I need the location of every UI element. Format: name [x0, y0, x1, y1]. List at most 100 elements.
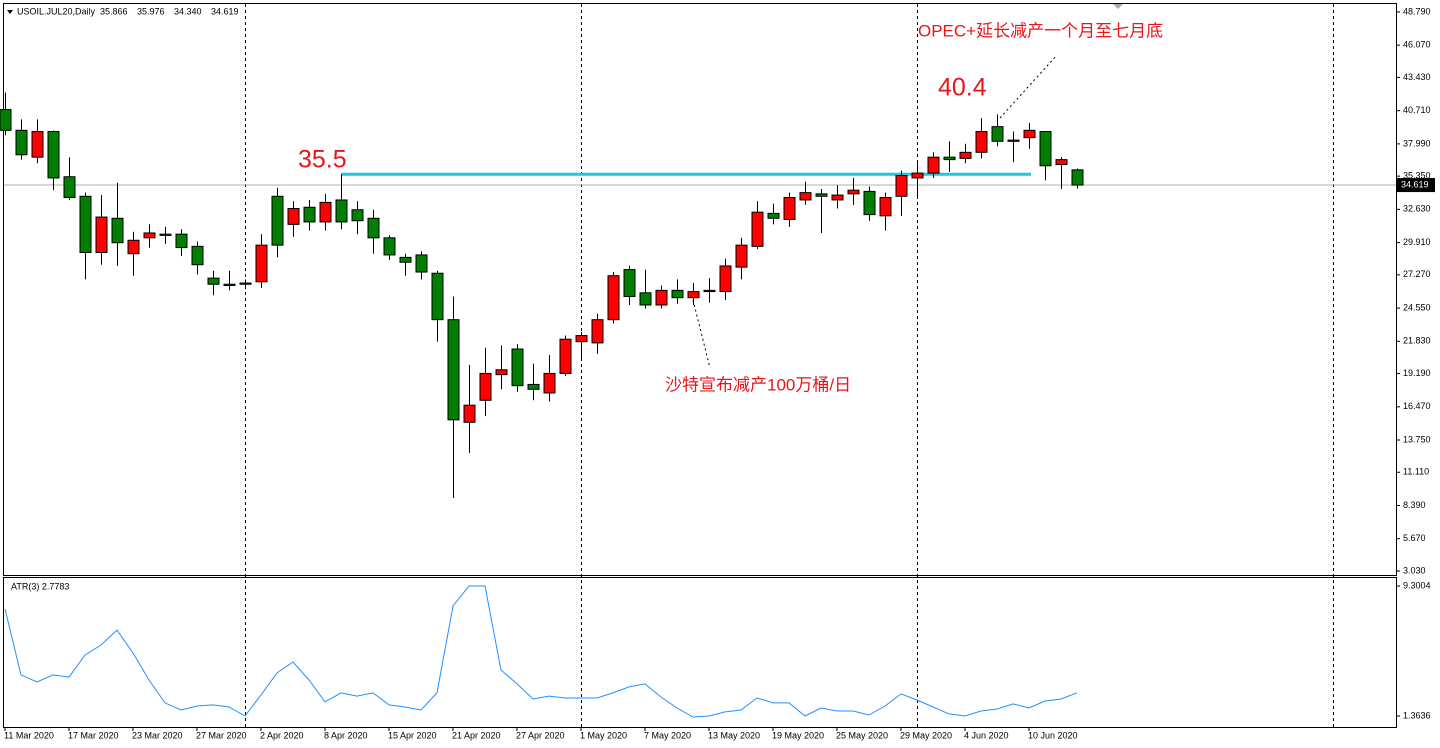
candle-body: [1071, 169, 1084, 186]
ohlc-label: 34.619: [211, 6, 239, 16]
x-tick-label: 11 Mar 2020: [4, 730, 54, 740]
candle-body: [159, 233, 172, 236]
y-tick-label: 13.750: [1403, 434, 1431, 444]
candle-body: [303, 206, 316, 223]
y-tick-label: 48.790: [1403, 6, 1431, 16]
candle-body: [735, 244, 748, 268]
x-tick-label: 27 Apr 2020: [516, 730, 565, 740]
candle-body: [351, 209, 364, 222]
candle-body: [15, 129, 28, 156]
candle-body: [591, 319, 604, 344]
candle-body: [639, 292, 652, 306]
candle-body: [127, 239, 140, 255]
candle-body: [319, 201, 332, 223]
x-tick-label: 25 May 2020: [836, 730, 888, 740]
y-tick-label: 11.110: [1403, 467, 1429, 477]
x-tick-label: 10 Jun 2020: [1028, 730, 1078, 740]
y-tick-label: 19.190: [1403, 368, 1431, 378]
annotation: 40.4: [938, 74, 987, 102]
candle-body: [95, 216, 108, 253]
atr-title: ATR(3) 2.7783: [11, 581, 69, 591]
shift-marker: [1113, 4, 1123, 9]
x-tick-label: 4 Jun 2020: [964, 730, 1009, 740]
candle-body: [383, 237, 396, 256]
candle-body: [687, 291, 700, 299]
candle-body: [607, 275, 620, 321]
y-tick-label: 35.350: [1403, 171, 1431, 181]
y-tick-label: 3.030: [1403, 565, 1426, 575]
atr-line: [4, 585, 1078, 718]
candle-body: [991, 126, 1004, 142]
x-tick-label: 19 May 2020: [772, 730, 824, 740]
x-tick-label: 13 May 2020: [708, 730, 760, 740]
candle-body: [479, 372, 492, 401]
candle-body: [719, 265, 732, 293]
x-tick-label: 23 Mar 2020: [132, 730, 183, 740]
candle-body: [575, 335, 588, 343]
candle-body: [927, 156, 940, 174]
candle-body: [79, 195, 92, 253]
level-label: 35.5: [298, 146, 347, 174]
candle-body: [223, 283, 236, 286]
candle-body: [783, 197, 796, 220]
candle-body: [495, 369, 508, 376]
candle-body: [831, 194, 844, 201]
candle-body: [671, 289, 684, 299]
candle-body: [559, 338, 572, 374]
x-tick-label: 8 Apr 2020: [324, 730, 368, 740]
main-frame: [3, 3, 1397, 576]
candle-body: [239, 282, 252, 285]
candle-body: [0, 109, 12, 131]
candle-body: [335, 199, 348, 223]
candle-body: [111, 217, 124, 244]
y-tick-label: 43.430: [1403, 72, 1431, 82]
candle-body: [895, 175, 908, 197]
price-box: [1397, 178, 1435, 193]
x-tick-label: 1 May 2020: [580, 730, 627, 740]
candle-body: [703, 289, 716, 293]
annotation-leader: [692, 299, 711, 369]
annotation: 沙特宣布减产100万桶/日: [665, 375, 851, 394]
candle-body: [47, 131, 60, 179]
ohlc-label: 34.340: [174, 6, 202, 16]
candle-body: [1039, 131, 1052, 167]
menu-arrow[interactable]: [7, 10, 13, 14]
x-tick-label: 17 Mar 2020: [68, 730, 119, 740]
candle-body: [767, 212, 780, 219]
candle-body: [207, 277, 220, 285]
ohlc-label: 35.976: [137, 6, 165, 16]
candle-body: [287, 208, 300, 225]
candle-body: [399, 256, 412, 263]
annotation: OPEC+延长减产一个月至七月底: [918, 21, 1163, 40]
candle-body: [415, 254, 428, 273]
candle-body: [863, 190, 876, 216]
candle-body: [911, 172, 924, 179]
separators: [245, 4, 1334, 727]
candle-body: [527, 383, 540, 390]
candle-body: [879, 197, 892, 217]
y-tick-label: 37.990: [1403, 138, 1431, 148]
candle-body: [271, 195, 284, 246]
y-tick-label: 21.830: [1403, 336, 1431, 346]
y-tick-label: 40.710: [1403, 105, 1431, 115]
y-tick-label: 1.3636: [1403, 710, 1431, 720]
x-tick-label: 29 May 2020: [900, 730, 952, 740]
candle-body: [1007, 139, 1020, 142]
candle-body: [367, 217, 380, 239]
y-tick-label: 5.670: [1403, 533, 1426, 543]
candle-body: [431, 272, 444, 321]
y-tick-label: 27.270: [1403, 269, 1431, 279]
y-tick-label: 9.3004: [1403, 580, 1431, 590]
candle-body: [623, 269, 636, 297]
candle-body: [31, 131, 44, 158]
candle-body: [447, 319, 460, 421]
candle-body: [847, 189, 860, 195]
candle-body: [815, 193, 828, 197]
candle-body: [1055, 159, 1068, 166]
candle-body: [799, 192, 812, 201]
candle-body: [959, 151, 972, 159]
y-tick-label: 46.070: [1403, 40, 1431, 50]
x-tick-label: 15 Apr 2020: [388, 730, 437, 740]
candle-body: [63, 176, 76, 199]
x-tick-label: 27 Mar 2020: [196, 730, 247, 740]
